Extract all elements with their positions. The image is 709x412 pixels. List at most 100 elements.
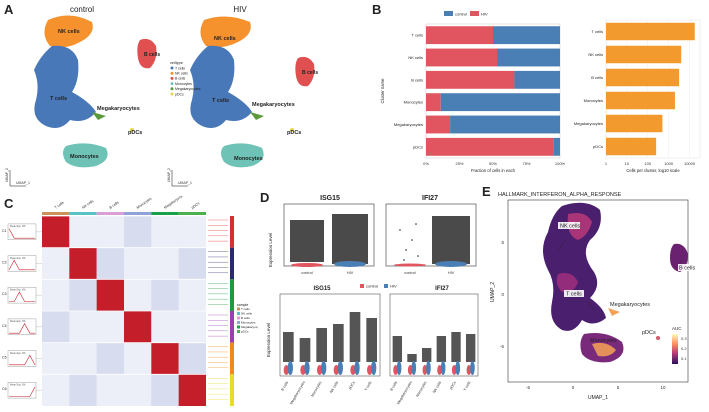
umap-hiv-label-b: B cells <box>302 70 318 76</box>
heatmap-top-annotations: T cells NK cells B cells Monocytes Megakaryo… <box>42 196 206 215</box>
violin-legend-hiv: HIV <box>390 284 397 289</box>
violin-control <box>407 365 413 375</box>
heatmap-cell <box>96 342 124 375</box>
heatmap-legend-swatch <box>237 325 240 329</box>
heatmap-column-annotation <box>42 212 70 215</box>
heatmap-cell <box>124 247 152 280</box>
cluster-trend-line <box>9 354 36 366</box>
violin-control <box>333 365 339 375</box>
auc-umap-frame <box>507 199 689 383</box>
umap-label-mono: Monocytes <box>70 154 99 160</box>
bar-hiv-fraction <box>426 70 515 89</box>
violin-top-left-title: ISG15 <box>320 195 340 202</box>
count-xtick-label: 10 <box>625 161 630 166</box>
bar-hiv-fraction <box>426 137 554 156</box>
heatmap-cell <box>151 279 179 311</box>
violin-x-label: B cells <box>280 380 289 391</box>
bar-category-label: Megakaryocytes <box>394 122 423 127</box>
heatmap-cell <box>69 374 97 406</box>
count-bar <box>606 68 680 87</box>
umap-label-t: T cells <box>50 96 67 102</box>
cluster-trend-line <box>9 291 35 302</box>
violin-control <box>367 365 373 375</box>
heatmap-cell <box>151 374 179 406</box>
heatmap-cell <box>151 247 179 280</box>
violin-legend: control HIV <box>360 284 397 289</box>
cluster-label: C3 <box>2 292 7 296</box>
violin-bottom-frame <box>389 293 479 377</box>
bar-hiv-fraction <box>426 26 493 45</box>
count-category-label: Monocytes <box>584 98 603 103</box>
heatmap-column-annotation <box>124 212 152 215</box>
heatmap-cell <box>96 374 124 406</box>
umap-label-nk: NK cells <box>58 29 80 35</box>
violin-x-label: Monocytes <box>310 380 322 397</box>
heatmap-column-annotation <box>151 212 179 215</box>
count-category-label: pDCs <box>593 144 603 149</box>
heatmap-column-label: pDCs <box>191 201 201 210</box>
cell-count-chart: T cells NK cells B cells Monocytes Megakaryo… <box>574 19 701 173</box>
bar-xtick-label: 100% <box>555 161 566 166</box>
heatmap-cell <box>124 311 152 343</box>
celltype-legend-label: T cells <box>175 66 185 70</box>
violin-dots <box>283 332 294 362</box>
heatmap-legend-swatch <box>237 321 240 324</box>
violin-hiv <box>470 361 475 375</box>
count-bar <box>606 137 657 156</box>
auc-legend-tick-2: 0.1 <box>681 356 687 361</box>
bar-control-fraction <box>493 26 560 45</box>
violin-hiv <box>455 361 461 375</box>
heatmap-column-annotation <box>96 212 124 215</box>
heatmap-legend-label: pDCs <box>241 330 249 334</box>
heatmap-legend-swatch <box>237 312 240 315</box>
violin-top-right-frame <box>385 203 477 267</box>
heatmap-side-bar <box>230 374 234 406</box>
heatmap-legend-title: sample <box>237 303 248 307</box>
heatmap-cell <box>42 247 70 280</box>
cluster-label: C1 <box>2 229 7 233</box>
heatmap-column-annotation <box>178 212 206 215</box>
violin-hiv <box>304 361 310 375</box>
legend-label-hiv: HIV <box>481 12 488 17</box>
violin-hiv <box>411 361 417 375</box>
auc-xtick-3: 10 <box>660 385 666 390</box>
celltype-legend-label: pDCs <box>175 92 184 96</box>
bar-hiv-fraction <box>426 93 441 112</box>
bar-control-fraction <box>497 48 560 67</box>
cluster-trend-line <box>9 323 35 334</box>
cluster-trend-title: Mean Exp. 6% <box>10 320 26 323</box>
heatmap-legend-label: Monocytes <box>241 321 256 325</box>
panel-label-a: A <box>4 2 14 17</box>
bar-xlabel: Fraction of cells in each <box>471 168 516 173</box>
violin-top-left-x1: HIV <box>347 271 354 275</box>
panel-d-violins: ISG15 IFI27 Expression Level control HIV… <box>266 195 479 405</box>
violin-control <box>437 365 442 375</box>
violin-control <box>393 365 398 375</box>
heatmap-column-label: NK cells <box>81 199 94 210</box>
auc-umap-title: HALLMARK_INTERFERON_ALPHA_RESPONSE <box>498 192 622 198</box>
bar-hiv-fraction <box>426 48 498 67</box>
heatmap-column-annotation <box>69 212 97 215</box>
violin-x-label: NK cells <box>329 380 339 394</box>
violin-hiv <box>354 361 360 375</box>
heatmap-legend-label: T cells <box>241 307 250 311</box>
auc-xtick-1: 0 <box>572 385 575 390</box>
heatmap-cell <box>124 216 152 248</box>
heatmap-legend-swatch <box>237 330 240 333</box>
violin-hiv <box>287 361 293 375</box>
heatmap-cell <box>151 342 179 375</box>
heatmap-cell <box>178 374 206 406</box>
umap-label-mk: Megakaryocytes <box>97 106 140 112</box>
violin-bottom-left-title: ISG15 <box>313 286 331 292</box>
panel-b-charts: control HIV T cells NK cells B cells Monocyt… <box>380 11 701 173</box>
cluster-trend-title: Mean Exp. 6% <box>10 225 26 228</box>
violin-dots <box>392 336 403 362</box>
bar-ylabel: Cluster name <box>380 78 385 104</box>
bar-category-label: pDCs <box>413 144 423 149</box>
violin-x-label: T cells <box>463 380 472 391</box>
bar-control-fraction <box>450 115 560 134</box>
violin-dots <box>316 328 327 362</box>
heatmap-column-label: B cells <box>109 200 120 209</box>
auc-axis: UMAP_1 UMAP_2 -5 0 5 10 5 0 -5 <box>490 240 666 401</box>
heatmap-cell <box>151 311 179 343</box>
